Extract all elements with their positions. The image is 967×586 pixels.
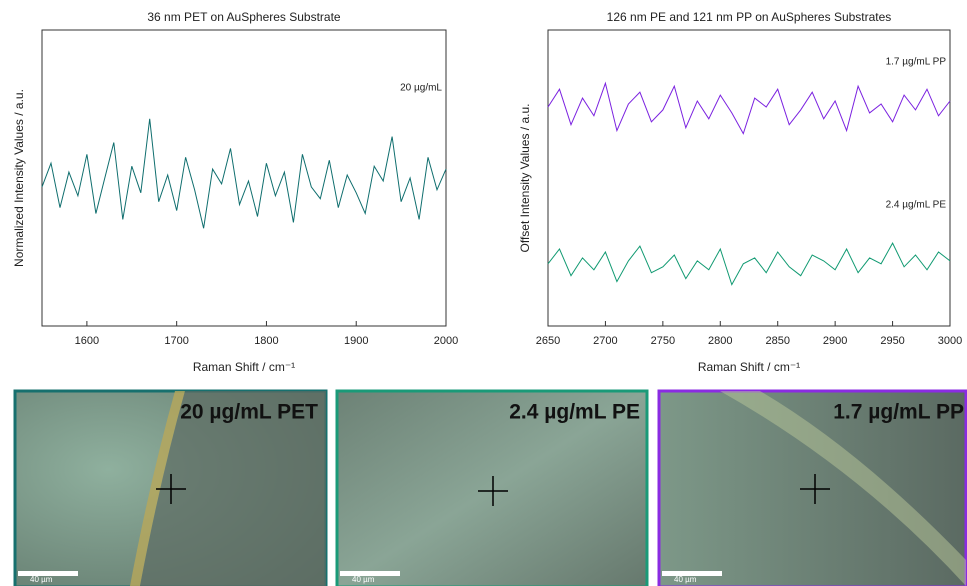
plot-frame	[547, 29, 951, 327]
micrograph	[335, 389, 649, 586]
plot-frame	[41, 29, 447, 327]
annotation: 2.4 µg/mL PE	[886, 200, 947, 211]
y-axis-label: Normalized Intensity Values / a.u.	[12, 89, 26, 267]
micrograph-label: 1.7 µg/mL PP	[833, 401, 964, 424]
x-axis-label: Raman Shift / cm⁻¹	[193, 360, 295, 374]
micrograph-label: 2.4 µg/mL PE	[509, 401, 640, 424]
x-tick-label: 2750	[651, 335, 675, 347]
x-tick-label: 2800	[708, 335, 732, 347]
annotation: 1.7 µg/mL PP	[886, 57, 947, 68]
x-tick-label: 2900	[823, 335, 847, 347]
x-axis-label: Raman Shift / cm⁻¹	[698, 360, 800, 374]
spectrum-line	[547, 81, 951, 135]
x-tick-label: 1600	[75, 335, 99, 347]
spectrum-line	[41, 118, 447, 229]
chart-title: 36 nm PET on AuSpheres Substrate	[147, 10, 341, 24]
x-tick-label: 1900	[344, 335, 368, 347]
y-axis-label: Offset Intensity Values / a.u.	[518, 104, 532, 253]
scale-bar-label: 40 µm	[674, 575, 697, 584]
micrograph	[657, 389, 967, 586]
micrograph-label: 20 µg/mL PET	[180, 401, 318, 424]
scale-bar-label: 40 µm	[352, 575, 375, 584]
x-tick-label: 2850	[765, 335, 789, 347]
micrograph	[13, 389, 328, 586]
x-tick-label: 2950	[880, 335, 904, 347]
x-tick-label: 2650	[536, 335, 560, 347]
scale-bar-label: 40 µm	[30, 575, 53, 584]
chart-title: 126 nm PE and 121 nm PP on AuSpheres Sub…	[607, 10, 892, 24]
spectrum-line	[547, 242, 951, 286]
annotation: 20 µg/mL	[400, 83, 442, 94]
x-tick-label: 2700	[593, 335, 617, 347]
x-tick-label: 3000	[938, 335, 962, 347]
x-tick-label: 1700	[164, 335, 188, 347]
x-tick-label: 2000	[434, 335, 458, 347]
x-tick-label: 1800	[254, 335, 278, 347]
